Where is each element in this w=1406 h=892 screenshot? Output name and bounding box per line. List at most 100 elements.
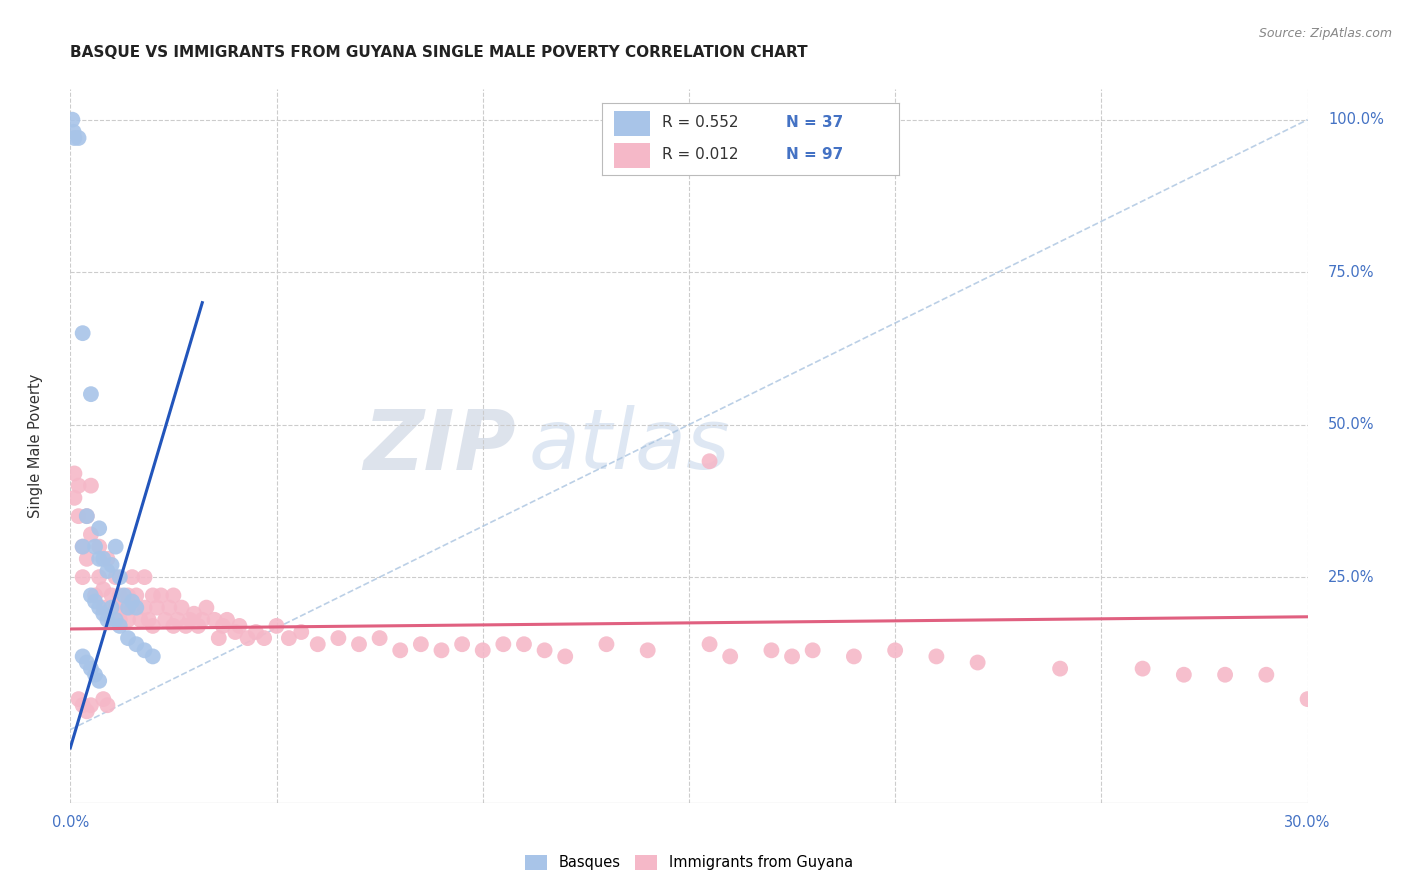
Point [67,131,90,145]
Point [208,631,231,645]
Point [1296,692,1319,706]
Point [266,619,288,633]
Point [129,613,152,627]
Text: 0.0%: 0.0% [52,815,89,830]
Point [368,631,391,645]
Point [187,619,209,633]
Point [91,692,114,706]
Text: atlas: atlas [529,406,730,486]
Point [89,551,111,566]
Point [80,387,103,401]
Point [80,527,103,541]
Point [96,551,118,566]
Point [1132,662,1154,676]
Point [125,600,148,615]
Point [91,582,114,597]
Bar [614,143,650,168]
Point [72,698,94,713]
Point [290,625,312,640]
Point [121,570,143,584]
Point [89,673,111,688]
Point [100,600,122,615]
Point [76,509,98,524]
Point [72,540,94,554]
Point [1256,667,1278,681]
Text: N = 97: N = 97 [786,147,844,162]
Point [91,551,114,566]
Point [67,478,90,492]
Point [104,570,127,584]
Point [121,594,143,608]
Point [134,643,156,657]
Point [215,613,238,627]
Point [245,625,267,640]
Point [328,631,350,645]
Point [224,625,246,640]
Point [166,613,188,627]
Text: R = 0.012: R = 0.012 [662,147,738,162]
Point [153,613,176,627]
Point [884,643,907,657]
Point [117,589,139,603]
Point [718,649,741,664]
Point [76,656,98,670]
Point [430,643,453,657]
Point [236,631,259,645]
Point [100,589,122,603]
Point [451,637,474,651]
Point [307,637,329,651]
Point [595,637,617,651]
Point [966,656,988,670]
Text: 30.0%: 30.0% [1285,815,1330,830]
Text: R = 0.552: R = 0.552 [662,115,738,130]
Point [89,600,111,615]
Point [89,521,111,535]
Point [108,589,131,603]
Point [72,540,94,554]
Point [112,600,135,615]
Point [174,619,197,633]
Point [67,509,90,524]
Point [179,613,201,627]
Point [191,613,214,627]
Text: Source: ZipAtlas.com: Source: ZipAtlas.com [1258,27,1392,40]
Text: 100.0%: 100.0% [1329,112,1384,128]
Point [117,613,139,627]
Point [212,619,235,633]
Point [96,698,118,713]
Point [492,637,515,651]
Point [100,558,122,572]
Point [104,540,127,554]
Text: 75.0%: 75.0% [1329,265,1375,280]
Legend: Basques, Immigrants from Guyana: Basques, Immigrants from Guyana [519,848,859,876]
Point [91,600,114,615]
Point [96,564,118,578]
Bar [614,111,650,136]
Point [63,131,86,145]
Point [67,692,90,706]
Point [554,649,576,664]
Text: Single Male Poverty: Single Male Poverty [28,374,42,518]
Point [84,589,107,603]
Point [142,619,165,633]
Point [146,600,169,615]
Point [63,467,86,481]
Point [277,631,299,645]
Point [80,662,103,676]
Point [204,613,226,627]
Point [125,637,148,651]
Point [842,649,865,664]
Point [228,619,250,633]
Point [76,704,98,718]
Point [89,540,111,554]
Point [801,643,824,657]
Point [347,637,370,651]
Point [1049,662,1071,676]
Point [142,589,165,603]
Point [162,619,184,633]
Point [96,613,118,627]
Point [195,600,218,615]
Point [138,613,160,627]
Point [699,637,721,651]
Point [112,589,135,603]
